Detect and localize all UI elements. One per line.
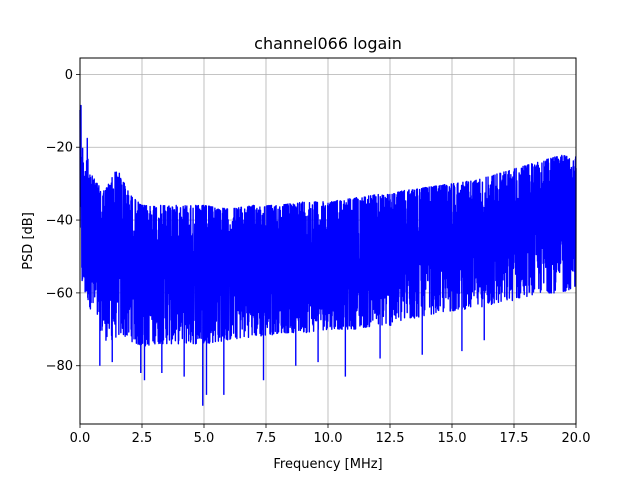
x-tick-label: 2.5: [132, 431, 153, 446]
psd-series-line: [79, 104, 577, 406]
plot-area: [79, 104, 577, 406]
x-tick-label: 17.5: [500, 431, 529, 446]
x-axis-label: Frequency [MHz]: [273, 457, 382, 472]
chart-title: channel066 logain: [254, 34, 402, 53]
axis-ticks: 0.0 2.5 5.0 7.5 10.0 12.5 15.0 17.5 20.0 0 −20 −40 −…: [46, 68, 591, 446]
x-tick-label: 7.5: [256, 431, 277, 446]
x-tick-label: 20.0: [562, 431, 591, 446]
y-tick-label: 0: [65, 68, 73, 83]
y-tick-label: −60: [46, 286, 73, 301]
x-tick-label: 10.0: [314, 431, 343, 446]
x-tick-label: 15.0: [438, 431, 467, 446]
y-tick-label: −20: [46, 141, 73, 156]
y-tick-label: −40: [46, 214, 73, 229]
x-tick-label: 0.0: [70, 431, 91, 446]
y-axis-label: PSD [dB]: [21, 212, 36, 270]
x-tick-label: 12.5: [376, 431, 405, 446]
y-tick-label: −80: [46, 359, 73, 374]
x-tick-label: 5.0: [194, 431, 215, 446]
